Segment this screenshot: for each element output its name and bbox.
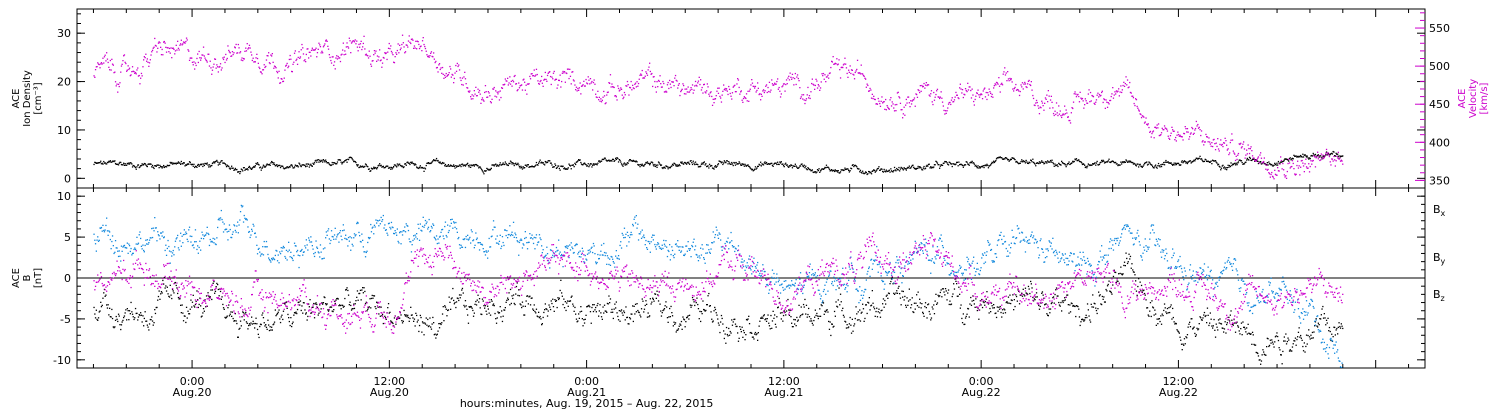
legend-by: By bbox=[1433, 251, 1446, 266]
velocity-ytick-label: 350 bbox=[1429, 174, 1450, 187]
density-ylabel-line: [cm⁻³] bbox=[33, 82, 44, 114]
x-tick-time-label: 12:00 bbox=[768, 375, 800, 388]
x-tick-date-label: Aug.21 bbox=[764, 386, 803, 399]
velocity-ylabel-line: [km/s] bbox=[1479, 82, 1490, 114]
x-axis-label: hours:minutes, Aug. 19, 2015 – Aug. 22, … bbox=[460, 397, 714, 410]
velocity-ytick-label: 500 bbox=[1429, 60, 1450, 73]
x-tick-time-label: 0:00 bbox=[969, 375, 994, 388]
imf-data bbox=[93, 204, 1344, 368]
density-ytick-label: 30 bbox=[57, 27, 71, 40]
x-tick-date-label: Aug.20 bbox=[370, 386, 409, 399]
density-ytick-label: 20 bbox=[57, 76, 71, 89]
imf-ytick-label: 5 bbox=[64, 231, 71, 244]
imf-ylabel-line: [nT] bbox=[33, 268, 44, 288]
density-series bbox=[93, 150, 1344, 176]
velocity-ytick-label: 550 bbox=[1429, 22, 1450, 35]
x-tick-time-label: 0:00 bbox=[574, 375, 599, 388]
x-tick-date-label: Aug.21 bbox=[567, 386, 606, 399]
velocity-series bbox=[93, 34, 1344, 180]
density-velocity-data bbox=[93, 34, 1344, 180]
x-tick-date-label: Aug.22 bbox=[962, 386, 1001, 399]
velocity-ylabel: ACE Velocity [km/s] bbox=[1457, 79, 1490, 118]
imf-ytick-label: 0 bbox=[64, 272, 71, 285]
x-tick-time-label: 12:00 bbox=[1163, 375, 1195, 388]
density-ytick-label: 0 bbox=[64, 172, 71, 185]
imf-series-by bbox=[93, 204, 1344, 368]
density-velocity-panel-frame bbox=[76, 8, 1426, 189]
imf-ytick-label: -5 bbox=[60, 313, 71, 326]
imf-ylabel-line: B bbox=[22, 274, 33, 281]
density-ylabel: ACE Ion Density [cm⁻³] bbox=[11, 70, 44, 127]
legend-bx: Bx bbox=[1433, 203, 1446, 218]
density-ytick-label: 10 bbox=[57, 124, 71, 137]
density-ylabel-line: ACE bbox=[11, 89, 22, 109]
velocity-ytick-label: 450 bbox=[1429, 98, 1450, 111]
x-tick-time-label: 0:00 bbox=[180, 375, 205, 388]
imf-ylabel-line: ACE bbox=[11, 268, 22, 288]
velocity-ylabel-line: Velocity bbox=[1468, 79, 1479, 118]
velocity-ylabel-line: ACE bbox=[1457, 89, 1468, 109]
imf-ytick-label: 10 bbox=[57, 190, 71, 203]
imf-ytick-label: -10 bbox=[53, 354, 71, 367]
legend-bz: Bz bbox=[1433, 288, 1445, 303]
imf-ylabel: ACE B [nT] bbox=[11, 268, 44, 288]
x-tick-time-label: 12:00 bbox=[373, 375, 405, 388]
density-ylabel-line: Ion Density bbox=[22, 70, 33, 127]
imf-series-bz bbox=[93, 232, 1344, 334]
x-tick-date-label: Aug.22 bbox=[1159, 386, 1198, 399]
x-tick-date-label: Aug.20 bbox=[173, 386, 212, 399]
velocity-ytick-label: 400 bbox=[1429, 136, 1450, 149]
imf-series-bx bbox=[93, 252, 1344, 365]
